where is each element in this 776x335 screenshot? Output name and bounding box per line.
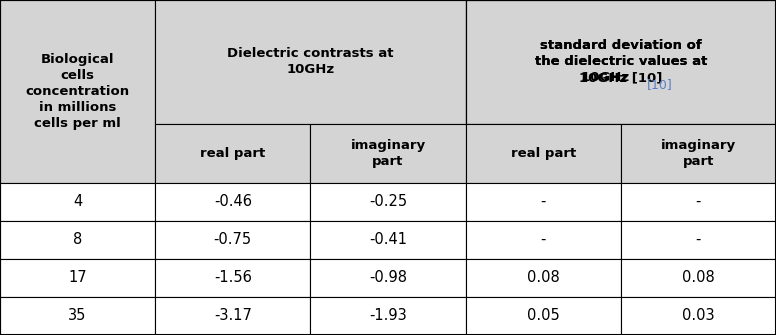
Bar	[155, 221, 310, 259]
Bar	[310, 259, 466, 297]
Text: imaginary
part: imaginary part	[351, 139, 425, 168]
Bar	[621, 124, 776, 183]
Bar	[0, 297, 155, 335]
Text: -0.46: -0.46	[214, 194, 251, 209]
Bar	[621, 183, 776, 221]
Bar	[621, 297, 776, 335]
Bar	[155, 183, 310, 221]
Text: -0.25: -0.25	[369, 194, 407, 209]
Text: -0.98: -0.98	[369, 270, 407, 285]
Bar	[310, 183, 466, 221]
Bar	[466, 183, 621, 221]
Text: -1.93: -1.93	[369, 309, 407, 323]
Text: standard deviation of
the dielectric values at
10GHz [10]: standard deviation of the dielectric val…	[535, 40, 707, 84]
Bar	[466, 124, 621, 183]
Text: 0.03: 0.03	[682, 309, 715, 323]
Bar	[0, 183, 155, 221]
Text: imaginary
part: imaginary part	[661, 139, 736, 168]
Bar	[155, 259, 310, 297]
Text: real part: real part	[511, 147, 576, 160]
Bar	[466, 221, 621, 259]
Bar	[310, 297, 466, 335]
Text: 0.08: 0.08	[682, 270, 715, 285]
Text: -3.17: -3.17	[214, 309, 251, 323]
Text: Biological
cells
concentration
in millions
cells per ml: Biological cells concentration in millio…	[26, 53, 130, 130]
Text: -0.41: -0.41	[369, 232, 407, 247]
Text: 17: 17	[68, 270, 87, 285]
Bar	[466, 0, 776, 124]
Text: 4: 4	[73, 194, 82, 209]
Text: 8: 8	[73, 232, 82, 247]
Text: -1.56: -1.56	[214, 270, 251, 285]
Bar	[310, 124, 466, 183]
Bar	[0, 0, 155, 183]
Text: -: -	[541, 232, 546, 247]
Text: [10]: [10]	[647, 78, 673, 91]
Bar	[621, 259, 776, 297]
Bar	[155, 124, 310, 183]
Bar	[466, 0, 776, 124]
Bar	[466, 259, 621, 297]
Bar	[0, 221, 155, 259]
Bar	[155, 297, 310, 335]
Text: -: -	[696, 232, 701, 247]
Text: 35: 35	[68, 309, 87, 323]
Text: 0.08: 0.08	[527, 270, 559, 285]
Bar	[621, 221, 776, 259]
Bar	[310, 221, 466, 259]
Text: Dielectric contrasts at
10GHz: Dielectric contrasts at 10GHz	[227, 48, 393, 76]
Bar	[466, 297, 621, 335]
Bar	[0, 259, 155, 297]
Text: -0.75: -0.75	[213, 232, 252, 247]
Text: real part: real part	[200, 147, 265, 160]
Text: standard deviation of
the dielectric values at
10GHz: standard deviation of the dielectric val…	[535, 40, 707, 84]
Text: -: -	[541, 194, 546, 209]
Bar	[466, 0, 776, 124]
Bar	[155, 0, 466, 124]
Text: -: -	[696, 194, 701, 209]
Text: 0.05: 0.05	[527, 309, 559, 323]
